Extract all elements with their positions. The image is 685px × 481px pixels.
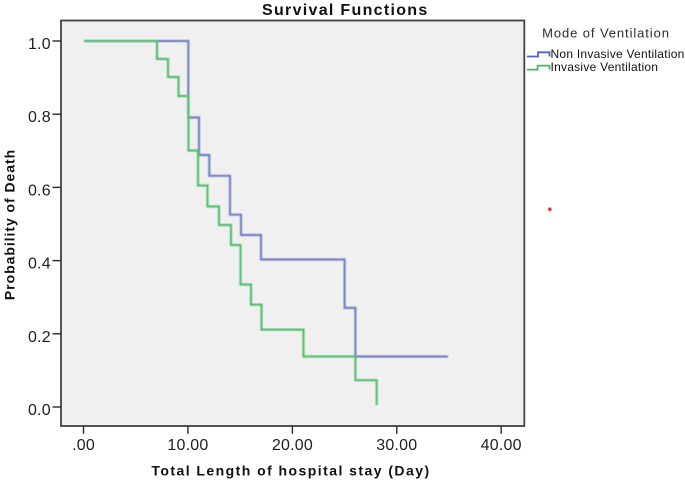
svg-text:40.00: 40.00 — [481, 437, 522, 454]
svg-text:.00: .00 — [72, 437, 95, 454]
svg-text:0.8: 0.8 — [28, 109, 51, 126]
svg-text:20.00: 20.00 — [272, 437, 313, 454]
svg-text:0.4: 0.4 — [28, 256, 51, 273]
svg-text:10.00: 10.00 — [167, 437, 208, 454]
svg-text:Probability of Death: Probability of Death — [2, 149, 18, 300]
svg-text:Total Length of hospital stay: Total Length of hospital stay (Day) — [151, 463, 430, 479]
svg-text:Non Invasive Ventilation: Non Invasive Ventilation — [551, 47, 685, 61]
svg-text:Mode of Ventilation: Mode of Ventilation — [542, 26, 670, 41]
svg-text:Invasive Ventilation: Invasive Ventilation — [551, 60, 659, 74]
svg-text:1.0: 1.0 — [28, 36, 51, 53]
svg-text:30.00: 30.00 — [376, 437, 417, 454]
svg-text:0.2: 0.2 — [28, 329, 51, 346]
svg-text:0.6: 0.6 — [28, 182, 51, 199]
svg-text:Survival Functions: Survival Functions — [262, 2, 429, 19]
svg-text:0.0: 0.0 — [28, 402, 51, 419]
